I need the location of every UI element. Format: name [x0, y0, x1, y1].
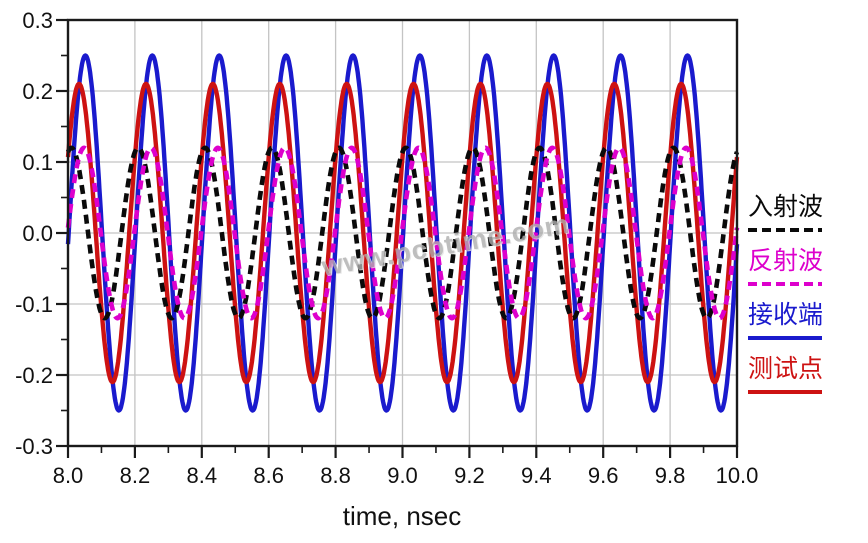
curve-1 — [65, 145, 740, 321]
legend-item-test-point: 测试点 — [748, 355, 866, 394]
tick-label: 0.2 — [22, 79, 53, 104]
tick-label: 0.0 — [22, 221, 53, 246]
plot-frame — [66, 18, 739, 448]
tick-label: 9.4 — [521, 463, 552, 488]
tick-label: 8.2 — [120, 463, 151, 488]
legend-item-incident-wave: 入射波 — [748, 193, 866, 232]
curve-2 — [65, 145, 740, 321]
tick-label: 8.8 — [320, 463, 351, 488]
tick-label: 10.0 — [716, 463, 759, 488]
tick-label: 9.8 — [655, 463, 686, 488]
curve-4 — [65, 81, 740, 385]
tick-label: -0.3 — [15, 434, 53, 459]
legend-label-test-point: 测试点 — [748, 354, 824, 383]
legend: 入射波 反射波 接收端 测试点 — [748, 193, 866, 409]
tick-label: 8.4 — [187, 463, 218, 488]
tick-label: 9.6 — [588, 463, 619, 488]
legend-line-incident-wave — [748, 228, 822, 232]
tick-label: -0.1 — [15, 292, 53, 317]
tick-label: 0.1 — [22, 150, 53, 175]
tick-label: 9.0 — [387, 463, 418, 488]
legend-label-reflected-wave: 反射波 — [748, 246, 824, 275]
x-axis-title: time, nsec — [342, 501, 462, 531]
ticks — [56, 18, 739, 458]
legend-item-reflected-wave: 反射波 — [748, 247, 866, 286]
tick-labels: 8.0 8.2 8.4 8.6 8.8 9.0 9.2 9.4 9.6 9.8 10.0 -0.3 -0… — [15, 8, 758, 488]
legend-item-receiving-end: 接收端 — [748, 301, 866, 340]
tick-label: 8.6 — [253, 463, 284, 488]
curves — [65, 53, 740, 413]
legend-line-reflected-wave — [748, 282, 822, 286]
tick-label: 8.0 — [53, 463, 84, 488]
legend-line-receiving-end — [748, 336, 822, 340]
tick-label: 0.3 — [22, 8, 53, 33]
tick-label: 9.2 — [454, 463, 485, 488]
legend-label-incident-wave: 入射波 — [748, 192, 824, 221]
legend-line-test-point — [748, 390, 822, 394]
legend-label-receiving-end: 接收端 — [748, 300, 824, 329]
tick-label: -0.2 — [15, 363, 53, 388]
